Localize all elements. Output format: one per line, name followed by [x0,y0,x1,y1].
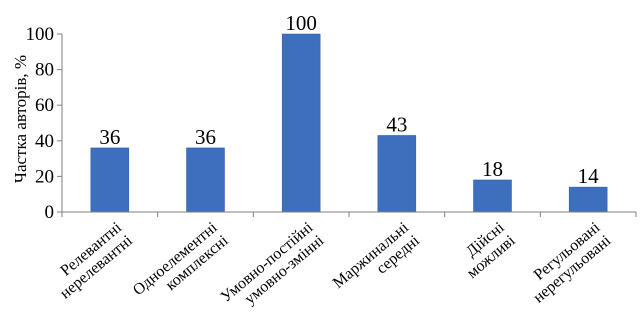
y-tick-label: 20 [35,166,54,187]
bars [90,33,608,213]
y-tick-label: 80 [35,60,54,81]
y-tick-label: 100 [26,24,55,45]
data-label: 14 [578,164,600,188]
bar [186,147,225,213]
data-label: 36 [99,125,120,149]
data-label: 36 [195,125,216,149]
data-label: 18 [482,157,503,181]
y-tick-label: 60 [35,95,54,116]
y-tick-label: 0 [45,202,55,223]
y-axis-title: Частка авторів, % [11,55,30,183]
data-labels: 36 36 100 43 18 14 [99,11,599,188]
axes [61,34,636,213]
bar [473,179,512,213]
y-tick-label: 40 [35,131,54,152]
data-label: 43 [386,112,407,136]
bar [90,147,130,213]
bar [281,33,321,213]
x-axis-category-labels: РелевантнінерелевантніОдноелементнікомпл… [57,219,615,308]
x-axis-ticks [61,212,637,217]
data-label: 100 [285,11,317,35]
bar [568,186,608,213]
y-axis-ticks: 0 20 40 60 80 100 [26,24,62,223]
bar [377,135,417,213]
y-axis-title-group: Частка авторів, % [11,55,30,183]
